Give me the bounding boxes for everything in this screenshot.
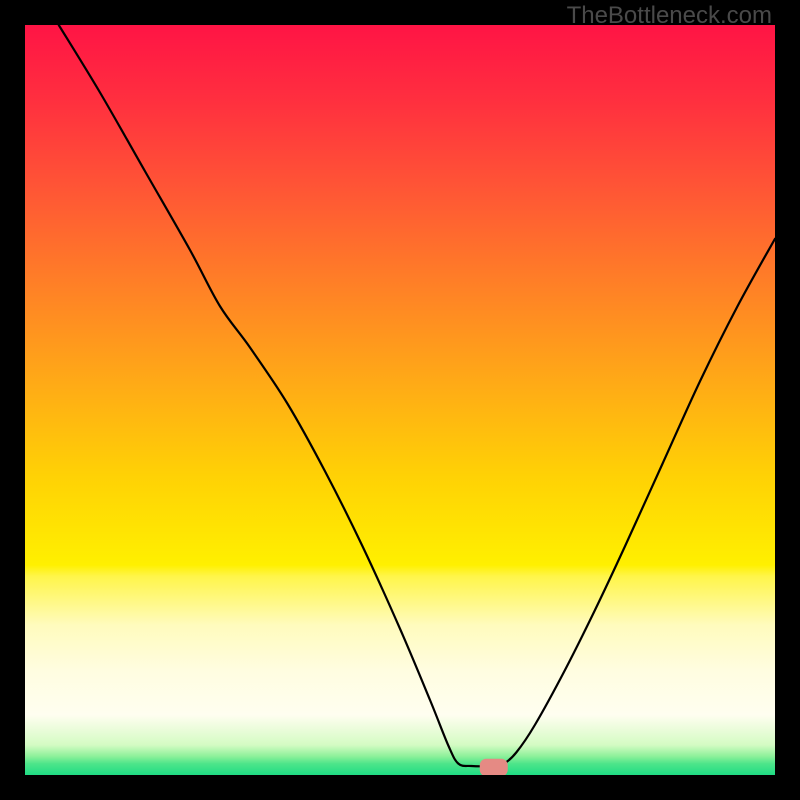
gradient-background bbox=[25, 25, 775, 775]
plot-svg bbox=[0, 0, 800, 800]
optimum-marker bbox=[480, 759, 507, 776]
watermark-text: TheBottleneck.com bbox=[567, 2, 772, 30]
